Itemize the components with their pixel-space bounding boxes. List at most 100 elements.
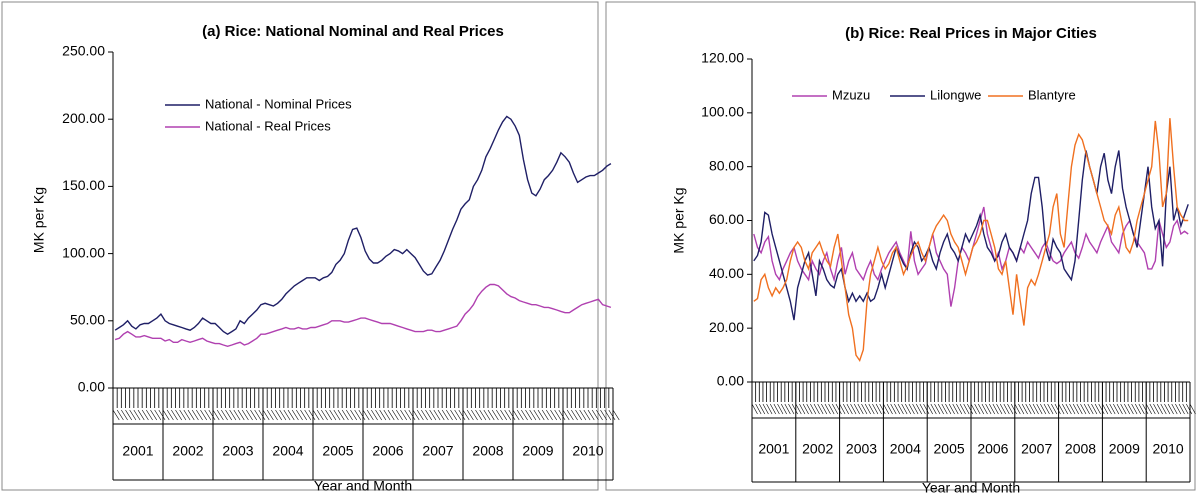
month-hatch	[383, 409, 391, 421]
month-hatch	[1021, 403, 1028, 415]
month-hatch	[1036, 403, 1043, 415]
month-hatch	[886, 403, 893, 415]
month-hatch	[759, 403, 766, 415]
month-hatch	[583, 409, 591, 421]
x-category-label: 2008	[472, 443, 503, 459]
month-hatch	[266, 409, 274, 421]
month-hatch	[229, 409, 237, 421]
legend-label: Blantyre	[1028, 87, 1076, 102]
month-hatch	[868, 403, 875, 415]
month-hatch	[1113, 403, 1120, 415]
month-hatch	[923, 403, 930, 415]
month-hatch	[183, 409, 191, 421]
month-hatch	[780, 403, 787, 415]
month-hatch	[948, 403, 955, 415]
month-hatch	[133, 409, 141, 421]
month-hatch	[350, 409, 358, 421]
month-hatch	[250, 409, 258, 421]
month-hatch	[1051, 403, 1058, 415]
month-hatch	[799, 403, 806, 415]
month-hatch	[1142, 403, 1149, 415]
month-hatch	[346, 409, 353, 421]
month-hatch	[1043, 403, 1050, 415]
month-hatch	[566, 409, 574, 421]
month-hatch	[550, 409, 558, 421]
y-axis-label: MK per Kg	[671, 187, 687, 253]
month-hatch	[141, 409, 149, 421]
x-category-label: 2002	[802, 441, 833, 457]
month-hatch	[158, 409, 166, 421]
month-hatch	[600, 409, 608, 421]
month-hatch	[861, 403, 868, 415]
month-hatch	[137, 409, 145, 421]
month-hatch	[755, 403, 762, 415]
legend-label: Mzuzu	[832, 87, 870, 102]
month-hatch	[1087, 403, 1094, 415]
month-hatch	[1094, 403, 1101, 415]
month-hatch	[1018, 403, 1025, 415]
month-hatch	[146, 409, 153, 421]
month-hatch	[1040, 403, 1047, 415]
month-hatch	[824, 403, 831, 415]
month-hatch	[1109, 403, 1116, 415]
month-hatch	[496, 409, 503, 421]
month-hatch	[919, 403, 926, 415]
month-hatch	[604, 409, 612, 421]
y-tick-label: 100.00	[701, 104, 744, 120]
month-hatch	[875, 403, 882, 415]
month-hatch	[967, 403, 974, 415]
month-hatch	[387, 409, 395, 421]
month-hatch	[283, 409, 291, 421]
month-hatch	[1076, 403, 1083, 415]
month-hatch	[996, 403, 1003, 415]
month-hatch	[258, 409, 266, 421]
month-hatch	[897, 403, 904, 415]
y-tick-label: 80.00	[709, 157, 744, 173]
month-hatch	[999, 403, 1006, 415]
month-hatch	[1167, 403, 1174, 415]
month-hatch	[433, 409, 441, 421]
month-hatch	[316, 409, 324, 421]
month-hatch	[963, 403, 970, 415]
month-hatch	[554, 409, 562, 421]
month-hatch	[471, 409, 478, 421]
month-hatch	[291, 409, 299, 421]
month-hatch	[791, 403, 798, 415]
month-hatch	[988, 403, 995, 415]
data-line	[753, 118, 1189, 363]
month-hatch	[546, 409, 553, 421]
month-hatch	[941, 403, 948, 415]
month-hatch	[166, 409, 174, 421]
month-hatch	[956, 403, 963, 415]
month-hatch	[216, 409, 224, 421]
month-hatch	[262, 409, 270, 421]
month-hatch	[813, 403, 820, 415]
month-hatch	[333, 409, 341, 421]
month-hatch	[162, 409, 170, 421]
month-hatch	[558, 409, 566, 421]
data-line	[114, 283, 612, 348]
month-hatch	[529, 409, 537, 421]
month-hatch	[375, 409, 383, 421]
month-hatch	[1149, 403, 1156, 415]
month-hatch	[275, 409, 283, 421]
y-tick-label: 120.00	[701, 50, 744, 66]
month-hatch	[429, 409, 437, 421]
month-hatch	[974, 403, 981, 415]
month-hatch	[612, 409, 620, 421]
month-hatch	[1186, 403, 1193, 415]
month-hatch	[890, 403, 897, 415]
month-hatch	[454, 409, 462, 421]
month-hatch	[985, 403, 992, 415]
month-hatch	[857, 403, 864, 415]
y-tick-label: 200.00	[62, 110, 105, 126]
month-hatch	[358, 409, 366, 421]
month-hatch	[1153, 403, 1160, 415]
month-hatch	[208, 409, 216, 421]
month-hatch	[835, 403, 842, 415]
x-category-label: 2007	[1021, 441, 1052, 457]
month-hatch	[321, 409, 328, 421]
month-hatch	[751, 403, 758, 415]
legend-label: Lilongwe	[930, 87, 981, 102]
month-hatch	[391, 409, 399, 421]
